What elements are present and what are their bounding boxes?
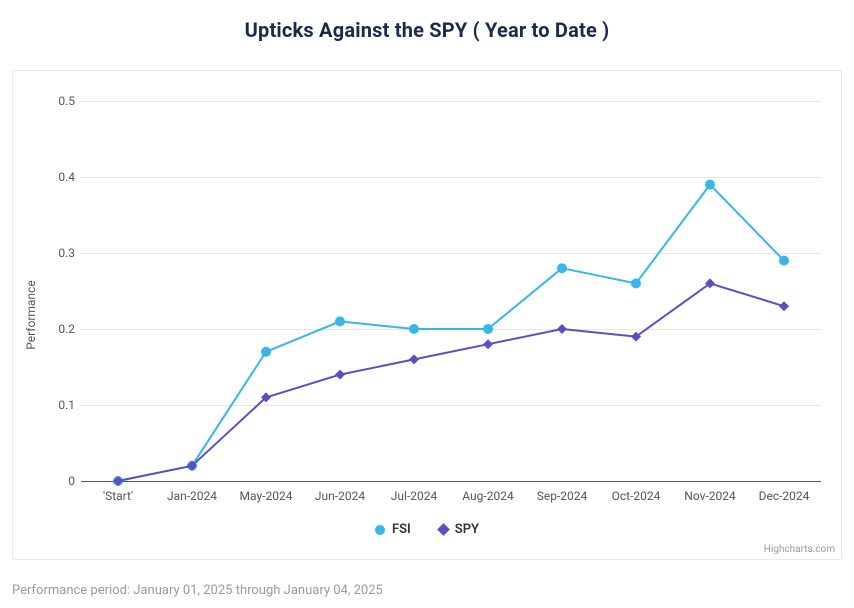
x-tick-label: Jul-2024 — [391, 489, 437, 503]
series-marker-fsi — [335, 316, 345, 326]
y-tick-label: 0.4 — [39, 170, 75, 184]
plot-area: 00.10.20.30.40.5'Start'Jan-2024May-2024J… — [81, 101, 821, 481]
circle-marker-icon — [375, 525, 385, 535]
series-line-fsi — [118, 185, 784, 481]
series-marker-spy — [557, 324, 567, 334]
legend-item-fsi[interactable]: FSI — [375, 522, 411, 537]
series-marker-spy — [483, 339, 493, 349]
chart-container: Upticks Against the SPY ( Year to Date )… — [0, 0, 854, 608]
series-marker-fsi — [705, 180, 715, 190]
gridline — [81, 481, 821, 482]
series-marker-fsi — [261, 347, 271, 357]
series-marker-fsi — [409, 324, 419, 334]
x-tick-label: Oct-2024 — [612, 489, 661, 503]
legend-label: SPY — [455, 522, 479, 537]
x-tick-label: Nov-2024 — [684, 489, 735, 503]
legend: FSI SPY — [13, 522, 841, 537]
series-marker-fsi — [557, 263, 567, 273]
performance-period-footnote: Performance period: January 01, 2025 thr… — [12, 583, 383, 598]
x-tick-label: Jun-2024 — [315, 489, 365, 503]
chart-card: Performance 00.10.20.30.40.5'Start'Jan-2… — [12, 70, 842, 560]
x-tick-label: Jan-2024 — [167, 489, 217, 503]
series-marker-spy — [779, 301, 789, 311]
series-marker-fsi — [779, 256, 789, 266]
x-tick-label: Sep-2024 — [537, 489, 588, 503]
x-tick-label: Dec-2024 — [759, 489, 810, 503]
y-axis-title: Performance — [24, 280, 38, 349]
chart-credit: Highcharts.com — [764, 544, 835, 555]
x-tick-label: 'Start' — [103, 489, 133, 503]
series-marker-fsi — [631, 278, 641, 288]
x-tick-label: May-2024 — [240, 489, 293, 503]
chart-title: Upticks Against the SPY ( Year to Date ) — [0, 0, 854, 52]
legend-label: FSI — [392, 522, 411, 537]
series-marker-fsi — [483, 324, 493, 334]
legend-item-spy[interactable]: SPY — [439, 522, 479, 537]
y-tick-label: 0.1 — [39, 398, 75, 412]
y-tick-label: 0.5 — [39, 94, 75, 108]
diamond-marker-icon — [437, 523, 450, 536]
x-tick-label: Aug-2024 — [462, 489, 513, 503]
y-tick-label: 0.2 — [39, 322, 75, 336]
y-tick-label: 0 — [39, 474, 75, 488]
series-line-spy — [118, 283, 784, 481]
series-marker-spy — [335, 370, 345, 380]
y-tick-label: 0.3 — [39, 246, 75, 260]
series-marker-spy — [409, 354, 419, 364]
chart-svg — [81, 101, 821, 481]
